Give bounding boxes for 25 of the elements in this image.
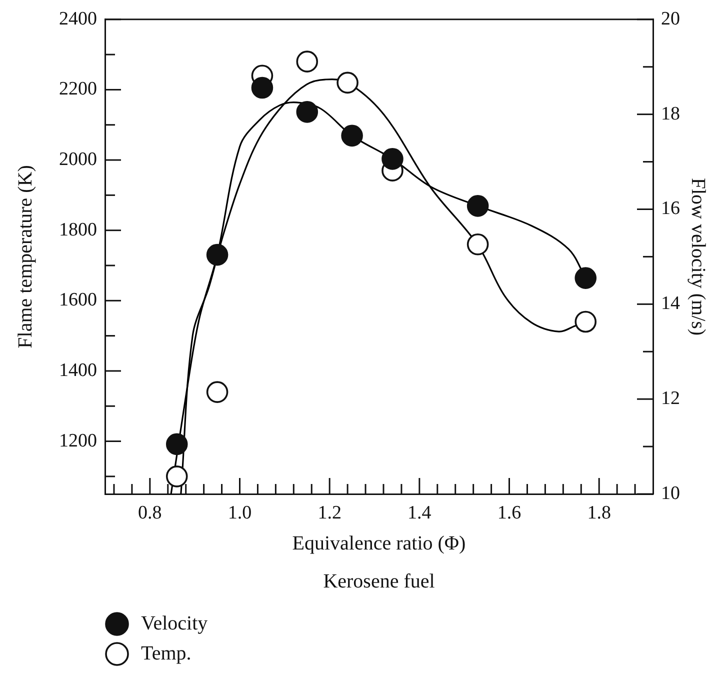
x-tick-label: 1.8 [587,502,611,524]
y-tick-label: 1400 [59,360,97,381]
text: Kerosene fuel [323,570,436,592]
y2-tick-label: 14 [661,293,680,314]
y-tick-label: 2200 [59,78,97,100]
legend-label: Temp. [141,642,192,664]
y-tick-label: 1600 [59,290,97,311]
x-axis-title: Equivalence ratio (Φ) [292,532,466,554]
y2-tick-label: 16 [661,198,680,220]
y-axis-title: Flame temperature (K) [14,165,36,348]
y2-tick-label: 10 [661,482,680,504]
x-tick-label: 0.8 [138,502,162,524]
y-tick-label: 1200 [59,430,97,452]
x-tick-label: 1.6 [497,502,522,524]
x-tick-label: 1.2 [318,502,342,524]
y-tick-label: 1800 [59,219,97,240]
x-tick-label: 1.0 [228,502,252,524]
y-tick-label: 2000 [59,149,97,170]
legend-label: Velocity [141,612,208,634]
y2-tick-label: 18 [661,103,680,124]
x-tick-label: 1.4 [408,502,432,524]
y2-tick-label: 20 [661,8,680,30]
y-tick-label: 2400 [59,8,97,30]
y2-axis-title: Flow velocity (m/s) [686,178,709,336]
y2-tick-label: 12 [661,388,680,410]
